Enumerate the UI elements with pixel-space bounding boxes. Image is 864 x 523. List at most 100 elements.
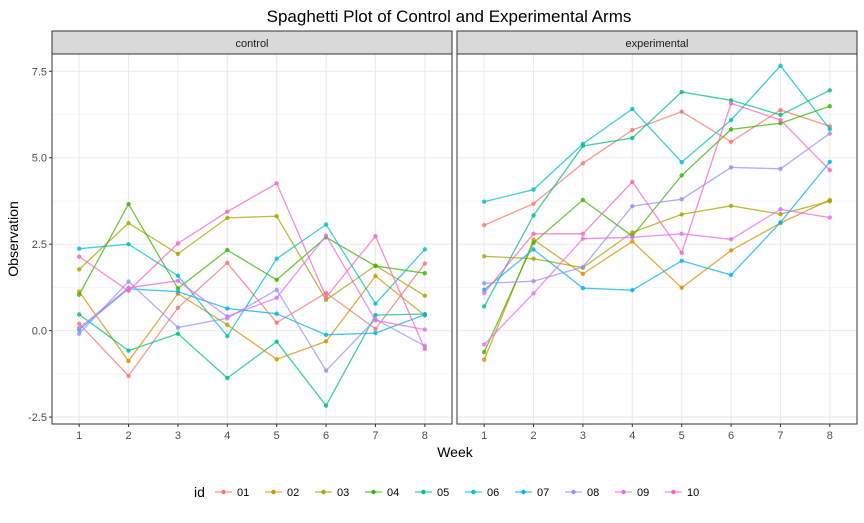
- data-point: [679, 197, 684, 202]
- data-point: [175, 273, 181, 278]
- series-line: [78, 234, 425, 331]
- legend-item-07: 07: [515, 487, 549, 499]
- panel-control: control 1 2 3 4 5 6 7 8 -2.5 0.0 2.5 5.0 7.5: [28, 30, 453, 442]
- data-point: [481, 281, 487, 286]
- data-point: [827, 199, 833, 204]
- x-tick-label: 5: [679, 430, 685, 442]
- y-tick-label: 0.0: [32, 326, 47, 338]
- data-point: [580, 197, 586, 203]
- legend-key-point: [271, 489, 276, 495]
- data-point: [225, 375, 230, 381]
- data-point: [778, 107, 783, 113]
- data-point: [175, 286, 181, 291]
- series-line: [484, 200, 830, 269]
- series-line: [483, 208, 830, 345]
- data-point: [422, 327, 428, 332]
- series-line: [79, 223, 426, 338]
- data-point: [679, 160, 684, 165]
- data-point: [580, 264, 586, 270]
- data-point: [274, 213, 279, 219]
- data-point: [481, 254, 487, 259]
- series-04: [76, 201, 428, 297]
- series-line: [483, 89, 831, 307]
- data-point: [126, 285, 131, 290]
- series-line: [78, 280, 426, 372]
- data-point: [481, 349, 487, 355]
- data-point: [76, 267, 82, 272]
- series-10: [481, 101, 833, 296]
- x-tick-label: 7: [777, 430, 783, 442]
- x-tick-label: 6: [323, 430, 329, 442]
- data-point: [580, 231, 586, 237]
- data-point: [175, 241, 181, 246]
- data-point: [531, 240, 536, 246]
- data-point: [630, 287, 635, 293]
- panel-experimental: experimental 1 2 3 4 5 6 7 8: [456, 30, 858, 442]
- data-point: [373, 234, 378, 239]
- chart-title: Spaghetti Plot of Control and Experiment…: [267, 7, 632, 26]
- legend-key-point: [621, 489, 626, 495]
- data-point: [323, 233, 329, 238]
- data-point: [827, 167, 833, 173]
- data-point: [728, 272, 734, 278]
- x-tick-label: 1: [76, 430, 82, 442]
- data-point: [76, 292, 82, 297]
- facet-strip-label: control: [235, 38, 268, 50]
- data-point: [580, 271, 586, 277]
- y-axis-label: Observation: [5, 201, 21, 276]
- data-point: [422, 346, 428, 352]
- series-line: [483, 105, 831, 353]
- series-09: [481, 207, 833, 347]
- x-tick-label: 5: [274, 430, 280, 442]
- legend-item-09: 09: [615, 487, 649, 499]
- data-point: [827, 104, 833, 109]
- data-point: [827, 88, 833, 93]
- legend-items: 01 02 03 04 05 06 07 08 09 10: [215, 487, 699, 499]
- data-point: [274, 311, 279, 316]
- data-point: [225, 260, 230, 266]
- legend-key-point: [471, 489, 476, 495]
- series-line: [78, 182, 426, 350]
- legend-item-06: 06: [465, 487, 499, 499]
- data-point: [225, 314, 230, 319]
- data-point: [225, 333, 230, 339]
- data-point: [778, 220, 783, 225]
- data-point: [728, 101, 734, 106]
- data-point: [728, 203, 734, 209]
- x-tick-label: 4: [629, 430, 635, 442]
- legend-item-03: 03: [315, 487, 349, 499]
- series-01: [481, 107, 833, 228]
- data-point: [778, 120, 783, 126]
- series-02: [76, 273, 428, 364]
- data-point: [531, 231, 536, 237]
- x-tick-label: 7: [372, 430, 378, 442]
- data-point: [274, 357, 279, 362]
- data-point: [679, 250, 684, 256]
- data-point: [728, 139, 734, 145]
- data-point: [580, 236, 586, 241]
- data-point: [481, 357, 487, 362]
- data-point: [531, 201, 536, 206]
- data-point: [531, 213, 536, 218]
- data-point: [580, 285, 586, 291]
- legend-label: 04: [387, 487, 399, 499]
- series-line: [78, 313, 425, 407]
- series-03: [481, 199, 833, 270]
- data-point: [373, 263, 378, 269]
- data-point: [225, 209, 230, 214]
- data-point: [728, 127, 734, 132]
- data-point: [274, 295, 279, 300]
- series-line: [78, 275, 426, 363]
- legend-item-02: 02: [265, 487, 299, 499]
- series-06: [76, 222, 428, 339]
- data-point: [630, 179, 635, 185]
- data-point: [728, 117, 734, 123]
- data-point: [126, 358, 131, 364]
- data-point: [175, 251, 181, 257]
- data-point: [76, 312, 82, 317]
- data-point: [422, 247, 428, 252]
- y-tick-label: 5.0: [32, 153, 47, 165]
- data-point: [225, 215, 230, 221]
- data-point: [481, 199, 487, 204]
